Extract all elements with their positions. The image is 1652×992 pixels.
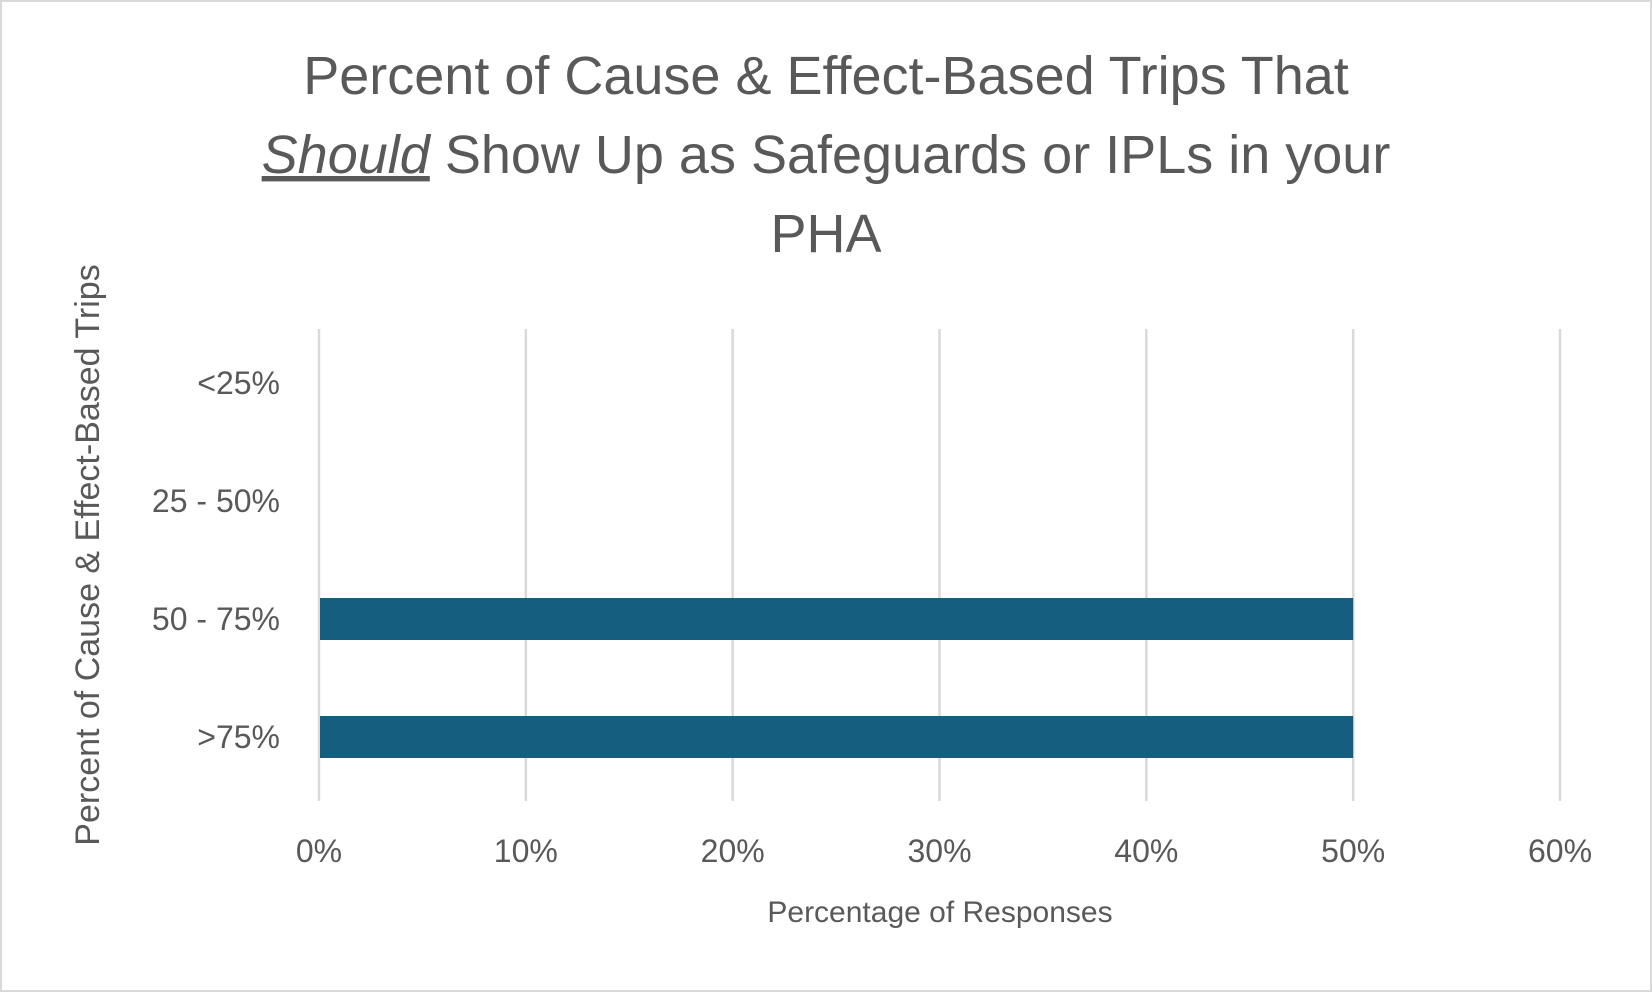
chart-title-emphasis: Should bbox=[262, 125, 432, 185]
x-tick-label: 0% bbox=[296, 833, 342, 869]
x-tick-label: 60% bbox=[1528, 833, 1592, 869]
y-category-label: 25 - 50% bbox=[152, 483, 280, 519]
x-axis-label: Percentage of Responses bbox=[767, 896, 1112, 929]
chart-title-line-1: Percent of Cause & Effect-Based Trips Th… bbox=[303, 46, 1349, 106]
chart-title-line-2: Should Show Up as Safeguards or IPLs in … bbox=[262, 125, 1391, 185]
x-tick-label: 50% bbox=[1321, 833, 1385, 869]
x-tick-label: 20% bbox=[701, 833, 765, 869]
y-category-label: 50 - 75% bbox=[152, 601, 280, 637]
y-axis-label: Percent of Cause & Effect-Based Trips bbox=[69, 264, 107, 845]
x-tick-label: 10% bbox=[494, 833, 558, 869]
x-tick-label: 40% bbox=[1114, 833, 1178, 869]
bar bbox=[320, 598, 1354, 640]
chart-title-line-2-rest: Show Up as Safeguards or IPLs in your bbox=[430, 125, 1391, 185]
y-category-label: <25% bbox=[197, 365, 280, 401]
chart-title-line-3: PHA bbox=[770, 204, 881, 264]
x-tick-label: 30% bbox=[907, 833, 971, 869]
y-category-label: >75% bbox=[197, 719, 280, 755]
bar bbox=[320, 716, 1354, 758]
